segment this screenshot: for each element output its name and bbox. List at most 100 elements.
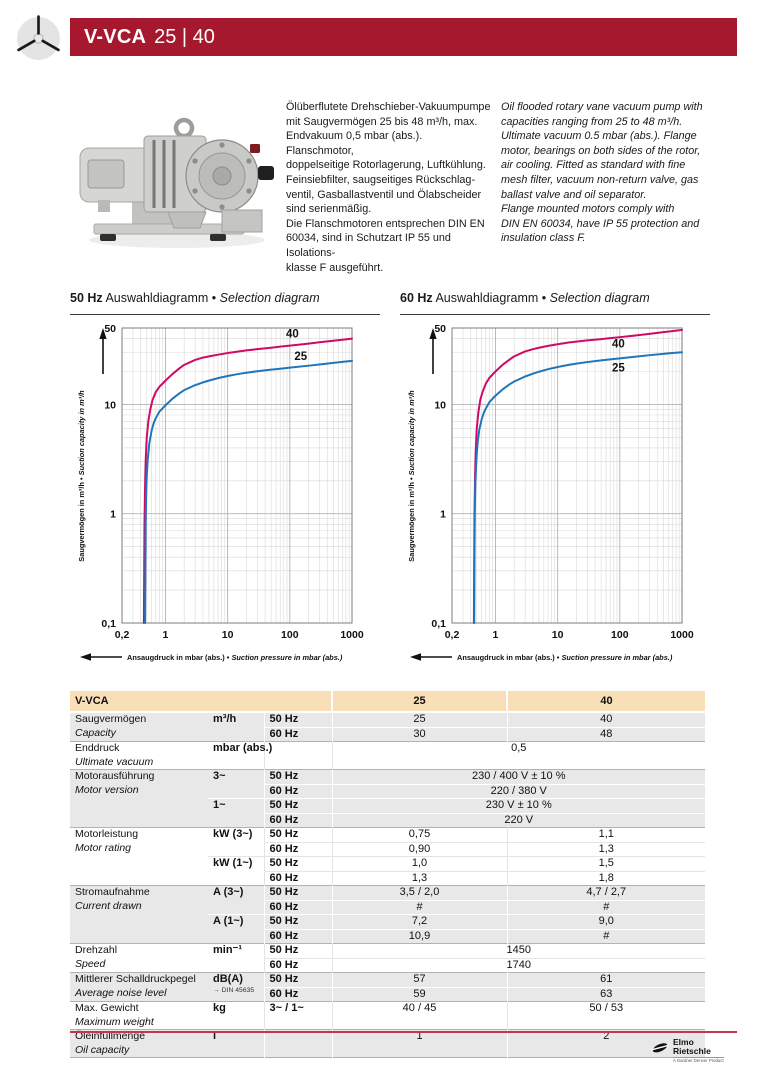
unit-cell: kg [208,1001,265,1030]
value-cell-both: 1450 [332,943,705,958]
x-tick-label: 10 [222,629,234,641]
param-label-de: Mittlerer Schalldruckpegel [75,973,196,985]
param-label-en: Motor rating [75,841,132,854]
chart-section-60hz: 60 Hz Auswahldiagramm • Selection diagra… [400,291,710,676]
frequency-cell: 50 Hz [264,827,333,842]
param-label-de: Motorausführung [75,770,155,782]
description-german: Ölüberflutete Drehschieber-Vakuumpumpe m… [286,101,491,274]
value-cell-40: 48 [507,726,705,742]
pump-photo [79,117,274,248]
param-label-cell: Öleinfüllmenge Oil capacity [70,1029,208,1058]
param-label-en: Capacity [75,726,116,739]
selection-diagram-50hz: 40 25 50 10 1 0,10,2 1 10 100 1000 Saugvermögen in… [77,323,364,662]
value-cell-both: 0,5 [332,741,705,770]
table-header-col-25: 25 [332,691,508,713]
value-cell-25: 1 [332,1029,508,1058]
product-family: V-VCA [84,25,147,48]
x-tick-label: 0,2 [445,629,460,641]
table-row: 60 Hz 10,9 # [70,928,705,944]
y-axis-label: Saugvermögen in m³/h • Suction capacity … [407,390,416,562]
table-row: Saugvermögen Capacity m³/h 50 Hz 25 40 [70,712,705,742]
chart-title-50hz: 50 Hz Auswahldiagramm • Selection diagra… [70,291,380,315]
frequency-cell: 60 Hz [264,957,333,973]
value-cell-25: 57 [332,972,508,987]
y-tick-label: 0,1 [431,618,446,630]
value-cell-40: 61 [507,972,705,987]
chart-title-de: Auswahldiagramm • [105,291,217,305]
value-cell-40: 1,3 [507,841,705,857]
frequency-cell: 60 Hz [264,812,333,828]
param-label-de: Saugvermögen [75,713,147,725]
value-cell-25: 10,9 [332,928,508,944]
value-cell-25: 7,2 [332,914,508,929]
param-label-de: Motorleistung [75,828,139,840]
rotor-icon [17,15,60,60]
frequency-cell: 50 Hz [264,798,333,813]
unit-cell: kW (1~) [208,856,265,886]
footer-rule [70,1031,737,1033]
value-cell-both: 1740 [332,957,705,973]
curve-40 [472,328,683,624]
frequency-cell: 50 Hz [264,712,333,727]
table-row: 60 Hz 220 / 380 V [70,783,705,799]
brand-swoosh-icon [651,1043,669,1053]
value-cell-both: 220 V [332,812,705,828]
frequency-cell [264,741,333,770]
value-cell-both: 230 / 400 V ± 10 % [332,769,705,784]
brand-name-line2: Rietschle [673,1045,711,1056]
table-header-product: V-VCA [70,691,333,713]
y-tick-label: 0,1 [101,618,116,630]
curve-label-40: 40 [286,328,299,340]
frequency-cell: 3~ / 1~ [264,1001,333,1030]
frequency-cell: 50 Hz [264,885,333,900]
frequency-cell: 60 Hz [264,870,333,886]
value-cell-40: 1,1 [507,827,705,842]
param-label-en: Speed [75,957,106,970]
unit-cell: mbar (abs.) [208,741,272,770]
frequency-cell: 60 Hz [264,841,333,857]
value-cell-25: 1,0 [332,856,508,871]
plot-border [451,327,683,624]
spec-table-section: V-VCA 25 40 Saugvermögen Capacity m³/h 50 Hz 25… [70,691,705,1058]
product-title-banner: V-VCA 25 | 40 [70,18,737,56]
param-label-en: Ultimate vacuum [75,755,154,768]
x-tick-label: 1000 [670,629,694,641]
table-row: Stromaufnahme Current drawn A (3~) 50 Hz 3,5… [70,885,705,944]
product-sizes: 25 | 40 [154,25,215,48]
value-cell-40: 2 [507,1029,705,1058]
param-label-cell: Drehzahl Speed [70,943,208,973]
value-cell-25: 1,3 [332,870,508,886]
table-row: Motorleistung Motor rating kW (3~) 50 Hz 0,7… [70,827,705,886]
curve-25 [473,351,683,624]
brand-name-line1: Elmo [673,1037,694,1047]
chart-section-50hz: 50 Hz Auswahldiagramm • Selection diagra… [70,291,380,676]
value-cell-40: # [507,928,705,944]
value-cell-both: 220 / 380 V [332,783,705,799]
y-tick-label: 50 [104,323,116,335]
value-cell-40: 4,7 / 2,7 [507,885,705,900]
y-tick-label: 1 [110,509,116,521]
param-label-cell: Saugvermögen Capacity [70,712,208,742]
table-row: Max. Gewicht Maximum weight kg 3~ / 1~ 40 / … [70,1001,705,1030]
curve-25 [144,359,353,624]
frequency-cell: 50 Hz [264,914,333,929]
unit-cell: 1~ [208,798,265,828]
param-label-en: Oil capacity [75,1043,130,1056]
table-row: Drehzahl Speed min⁻¹ 50 Hz 1450 [70,943,705,973]
x-axis-label: Ansaugdruck in mbar (abs.) • Suction pre… [127,653,343,662]
value-cell-both: 230 V ± 10 % [332,798,705,813]
value-cell-25: # [332,899,508,915]
param-label-de: Stromaufnahme [75,886,150,898]
selection-diagram-60hz: 40 25 50 10 1 0,10,2 1 10 100 1000 Saugvermögen in… [407,323,694,662]
x-tick-label: 1 [493,629,499,641]
y-tick-label: 1 [440,509,446,521]
unit-cell: A (1~) [208,914,265,944]
param-label-en: Current drawn [75,899,142,912]
curve-40 [142,337,353,624]
unit-standard-note: → DIN 45635 [213,986,255,994]
value-cell-25: 0,90 [332,841,508,857]
description-english: Oil flooded rotary vane vacuum pump with… [501,101,703,245]
curve-label-25: 25 [612,362,625,374]
x-tick-label: 1000 [340,629,364,641]
